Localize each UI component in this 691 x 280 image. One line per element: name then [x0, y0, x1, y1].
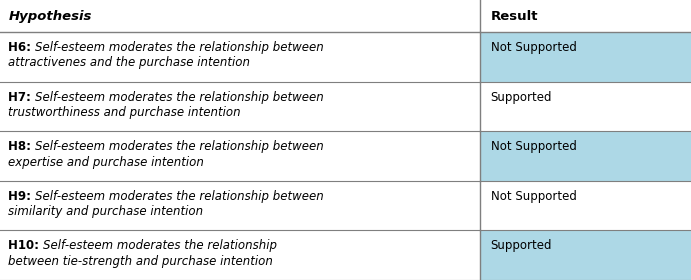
Text: Self-esteem moderates the relationship: Self-esteem moderates the relationship	[44, 239, 277, 252]
Text: expertise and purchase intention: expertise and purchase intention	[8, 156, 204, 169]
Text: H9:: H9:	[8, 190, 35, 203]
Bar	[480, 32, 691, 82]
Bar	[480, 131, 691, 181]
Text: Result: Result	[491, 10, 538, 23]
Text: H7:: H7:	[8, 91, 35, 104]
Text: Self-esteem moderates the relationship between: Self-esteem moderates the relationship b…	[35, 41, 324, 54]
Text: attractivenes and the purchase intention: attractivenes and the purchase intention	[8, 57, 250, 69]
Text: Supported: Supported	[491, 91, 552, 104]
Bar	[0, 82, 480, 131]
Bar	[480, 181, 691, 230]
Text: Not Supported: Not Supported	[491, 140, 576, 153]
Text: Supported: Supported	[491, 239, 552, 252]
Bar	[0, 32, 480, 82]
Text: between tie-strength and purchase intention: between tie-strength and purchase intent…	[8, 255, 273, 268]
Text: similarity and purchase intention: similarity and purchase intention	[8, 205, 203, 218]
Text: trustworthiness and purchase intention: trustworthiness and purchase intention	[8, 106, 241, 119]
Bar	[0, 230, 480, 280]
Bar	[480, 82, 691, 131]
Text: Not Supported: Not Supported	[491, 41, 576, 54]
Text: Self-esteem moderates the relationship between: Self-esteem moderates the relationship b…	[35, 190, 324, 203]
Bar	[0, 0, 691, 32]
Text: Hypothesis: Hypothesis	[8, 10, 92, 23]
Text: Self-esteem moderates the relationship between: Self-esteem moderates the relationship b…	[35, 91, 324, 104]
Bar	[0, 181, 480, 230]
Text: Self-esteem moderates the relationship between: Self-esteem moderates the relationship b…	[35, 140, 324, 153]
Text: H6:: H6:	[8, 41, 35, 54]
Bar	[480, 230, 691, 280]
Text: H8:: H8:	[8, 140, 35, 153]
Text: H10:: H10:	[8, 239, 44, 252]
Text: Not Supported: Not Supported	[491, 190, 576, 203]
Bar	[0, 131, 480, 181]
